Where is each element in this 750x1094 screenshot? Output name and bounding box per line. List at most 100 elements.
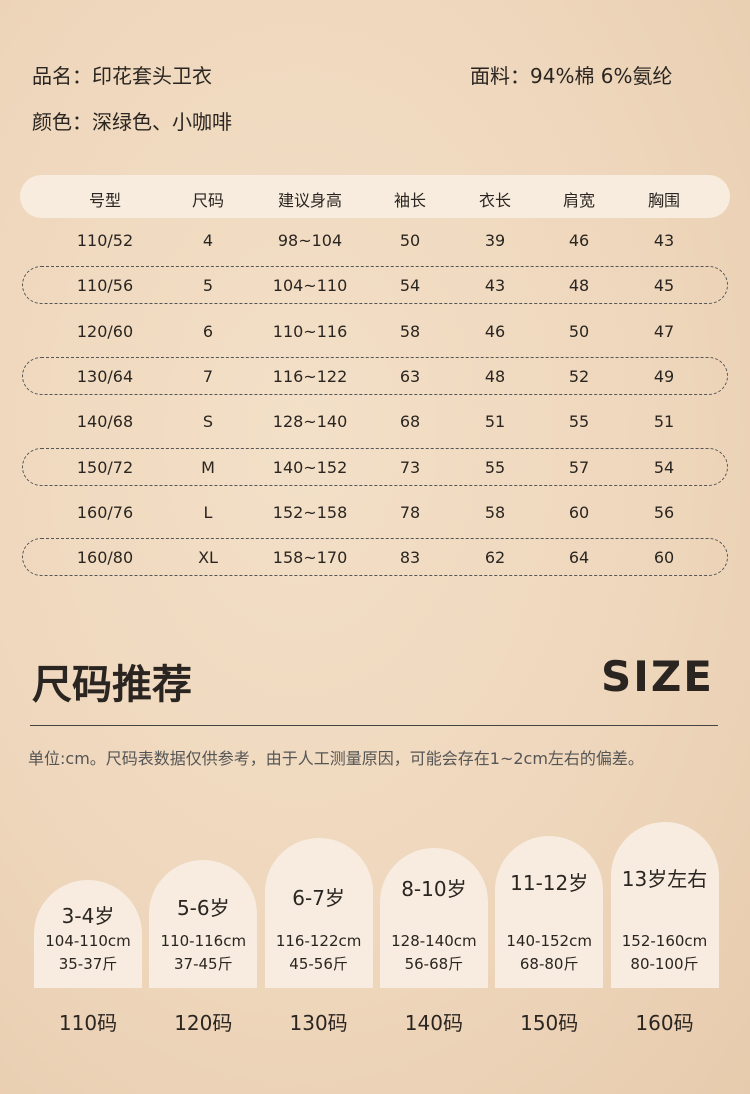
card-weight: 80-100斤 [630, 955, 699, 973]
table-cell: 60 [653, 548, 675, 568]
table-cell: 54 [653, 457, 675, 477]
row-outline [22, 266, 728, 305]
table-cell: 152~158 [272, 502, 348, 522]
size-card [149, 860, 258, 988]
table-cell: 110~116 [272, 321, 348, 341]
table-cell: M [201, 457, 215, 477]
table-header-bg [20, 175, 730, 218]
table-cell: 7 [202, 366, 214, 386]
size-card [264, 838, 373, 988]
column-header: 胸围 [647, 191, 681, 210]
table-cell: 50 [568, 321, 590, 341]
table-cell: 63 [399, 366, 421, 386]
column-header: 袖长 [393, 191, 427, 210]
table-cell: 5 [202, 276, 214, 296]
table-cell: 140/68 [76, 412, 134, 432]
card-weight: 68-80斤 [519, 955, 579, 973]
table-cell: 52 [568, 366, 590, 386]
card-weight: 45-56斤 [289, 955, 348, 973]
table-cell: 130/64 [76, 366, 134, 386]
table-cell: 48 [568, 276, 590, 296]
column-header: 肩宽 [562, 191, 596, 210]
card-height: 152-160cm [621, 932, 708, 950]
table-cell: 48 [484, 366, 506, 386]
card-height: 140-152cm [506, 932, 592, 950]
card-age: 8-10岁 [401, 877, 467, 901]
table-cell: 73 [399, 457, 421, 477]
table-cell: 158~170 [272, 548, 348, 568]
table-cell: 46 [568, 231, 590, 250]
card-age: 3-4岁 [61, 904, 115, 928]
card-weight: 35-37斤 [58, 955, 118, 973]
table-cell: 45 [653, 276, 675, 296]
size-card [34, 880, 142, 988]
table-cell: 47 [653, 321, 675, 341]
table-cell: 140~152 [272, 457, 348, 477]
card-height: 116-122cm [275, 932, 362, 950]
section-title: 尺码推荐 [32, 662, 192, 708]
table-cell: 4 [202, 231, 214, 250]
table-cell: 49 [653, 366, 675, 386]
table-cell: 51 [653, 412, 675, 432]
card-size: 120码 [174, 1011, 233, 1035]
table-cell: 6 [202, 321, 214, 341]
column-header: 尺码 [191, 191, 225, 210]
size-card [610, 822, 719, 988]
card-age: 5-6岁 [176, 896, 230, 920]
table-cell: 150/72 [76, 457, 134, 477]
row-outline [22, 447, 728, 486]
row-outline [22, 538, 728, 577]
table-cell: 68 [399, 412, 421, 432]
row-outline [22, 356, 728, 395]
table-cell: 43 [653, 231, 675, 250]
table-cell: 98~104 [277, 231, 343, 250]
fabric: 面料：94%棉 6%氨纶 [470, 64, 673, 88]
table-cell: 54 [399, 276, 421, 296]
card-age: 6-7岁 [292, 886, 345, 910]
card-weight: 37-45斤 [174, 955, 233, 973]
size-card [379, 848, 488, 988]
column-header: 号型 [88, 191, 122, 210]
card-age: 11-12岁 [510, 871, 589, 895]
table-cell: 110/52 [76, 231, 134, 250]
product-name: 品名：印花套头卫衣 [32, 64, 212, 88]
card-size: 130码 [289, 1011, 348, 1035]
table-cell: 104~110 [272, 276, 348, 296]
table-cell: 83 [399, 548, 421, 568]
table-cell: 116~122 [272, 366, 348, 386]
card-size: 150码 [520, 1011, 579, 1035]
table-cell: 39 [484, 231, 506, 250]
table-cell: 56 [653, 502, 675, 522]
card-height: 128-140cm [391, 932, 477, 950]
column-header: 建议身高 [277, 191, 343, 210]
table-cell: 58 [484, 502, 506, 522]
table-cell: 58 [399, 321, 421, 341]
table-cell: 110/56 [76, 276, 134, 296]
card-weight: 56-68斤 [404, 955, 464, 973]
product-color: 颜色：深绿色、小咖啡 [32, 110, 232, 134]
card-size: 140码 [404, 1011, 463, 1035]
table-cell: 46 [484, 321, 506, 341]
card-size: 110码 [58, 1011, 118, 1035]
table-cell: 55 [568, 412, 590, 432]
table-cell: 60 [568, 502, 590, 522]
table-cell: 50 [399, 231, 421, 250]
table-cell: 160/76 [76, 502, 134, 522]
card-height: 104-110cm [45, 932, 131, 950]
divider [30, 725, 718, 726]
card-size: 160码 [635, 1011, 694, 1035]
card-height: 110-116cm [160, 932, 247, 950]
table-cell: S [202, 412, 214, 432]
note: 单位:cm。尺码表数据仅供参考，由于人工测量原因，可能会存在1~2cm左右的偏差… [28, 749, 644, 768]
size-card [495, 836, 604, 988]
table-cell: 64 [568, 548, 590, 568]
column-header: 衣长 [478, 191, 512, 210]
table-cell: 160/80 [76, 548, 134, 568]
card-age: 13岁左右 [621, 867, 708, 891]
table-cell: 78 [399, 502, 421, 522]
table-cell: 128~140 [272, 412, 348, 432]
table-cell: 55 [484, 457, 506, 477]
section-title-en: SIZE [600, 652, 714, 701]
table-cell: 57 [568, 457, 590, 477]
